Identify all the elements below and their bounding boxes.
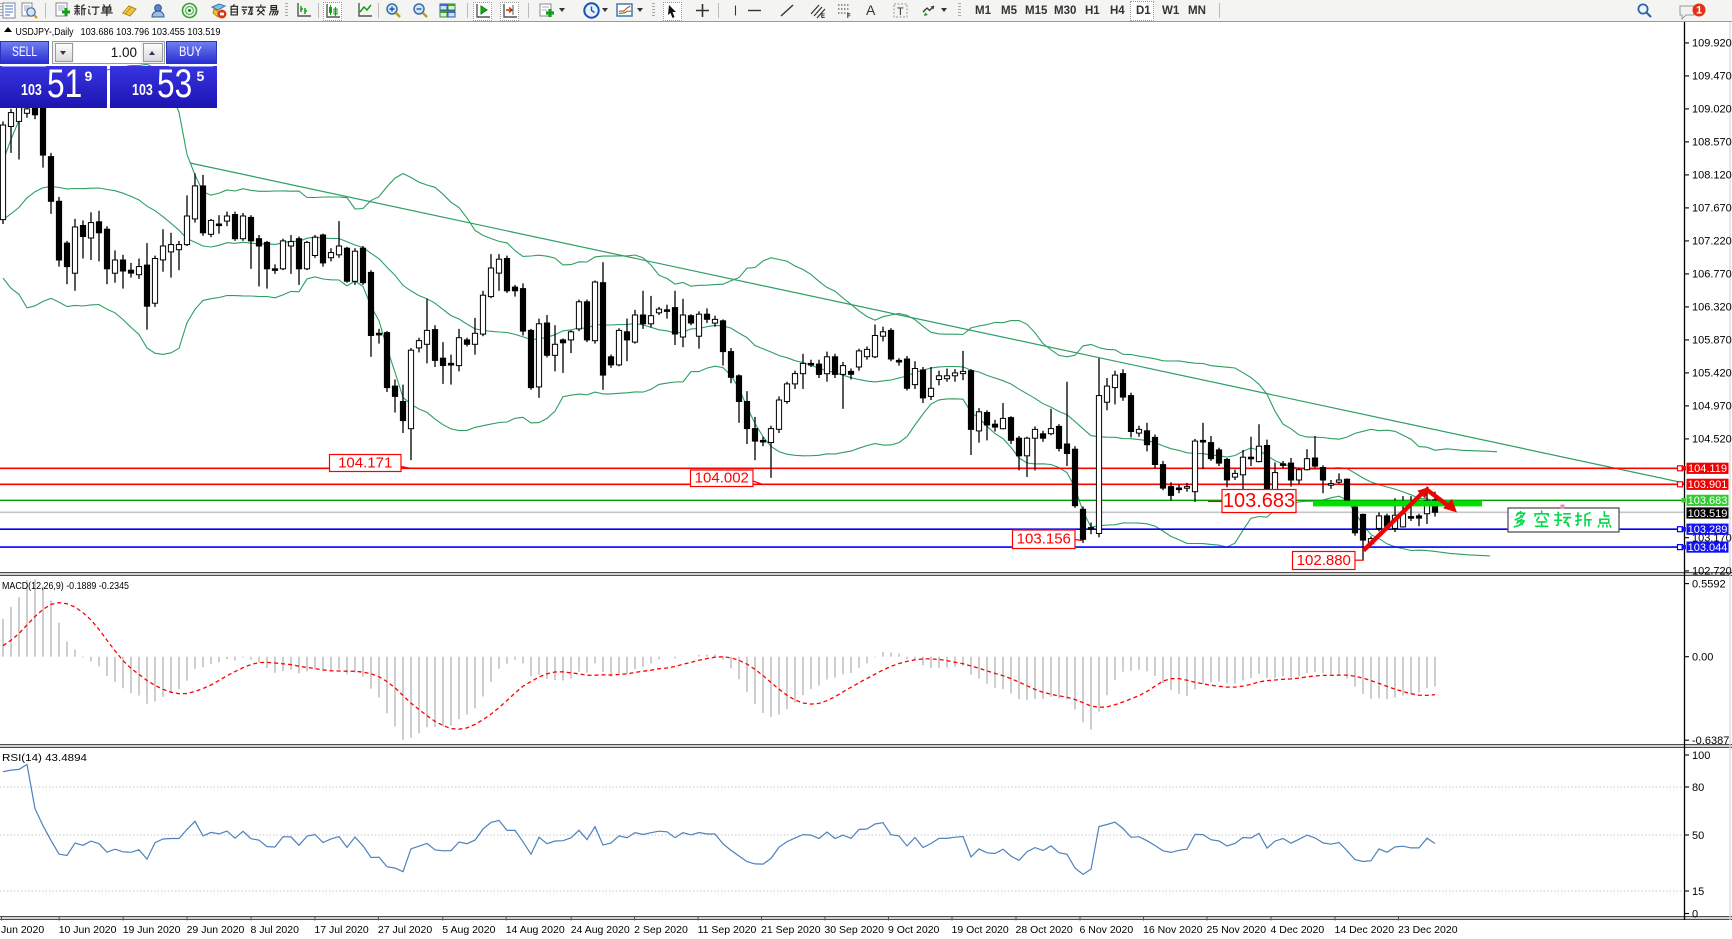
svg-text:T: T (897, 6, 904, 18)
svg-text:24 Aug 2020: 24 Aug 2020 (571, 924, 630, 936)
svg-text:100: 100 (1692, 750, 1710, 762)
svg-text:104.970: 104.970 (1692, 401, 1732, 413)
svg-text:107.220: 107.220 (1692, 236, 1732, 248)
svg-text:102.880: 102.880 (1297, 552, 1351, 569)
svg-text:21 Sep 2020: 21 Sep 2020 (761, 924, 821, 936)
svg-text:109.470: 109.470 (1692, 71, 1732, 83)
svg-text:25 Nov 2020: 25 Nov 2020 (1207, 924, 1267, 936)
svg-text:0: 0 (1692, 908, 1698, 920)
svg-text:28 Oct 2020: 28 Oct 2020 (1016, 924, 1073, 936)
svg-text:108.120: 108.120 (1692, 170, 1732, 182)
svg-text:9 Oct 2020: 9 Oct 2020 (888, 924, 940, 936)
svg-text:103.901: 103.901 (1688, 479, 1728, 491)
svg-text:103.683: 103.683 (1688, 495, 1728, 507)
svg-text:MACD(12,26,9) -0.1889 -0.2345: MACD(12,26,9) -0.1889 -0.2345 (2, 580, 129, 592)
svg-text:27 Jul 2020: 27 Jul 2020 (378, 924, 432, 936)
svg-text:30 Sep 2020: 30 Sep 2020 (824, 924, 884, 936)
svg-text:109.020: 109.020 (1692, 104, 1732, 116)
svg-text:104.171: 104.171 (338, 454, 392, 471)
svg-text:102.720: 102.720 (1692, 566, 1732, 578)
svg-text:10 Jun 2020: 10 Jun 2020 (59, 924, 117, 936)
svg-text:108.570: 108.570 (1692, 137, 1732, 149)
svg-text:103.156: 103.156 (1017, 531, 1071, 548)
svg-text:11 Sep 2020: 11 Sep 2020 (698, 924, 757, 936)
svg-text:107.670: 107.670 (1692, 203, 1732, 215)
svg-text:106.320: 106.320 (1692, 302, 1732, 314)
svg-text:0.5592: 0.5592 (1692, 578, 1726, 590)
svg-text:RSI(14) 43.4894: RSI(14) 43.4894 (2, 752, 87, 764)
svg-text:4 Dec 2020: 4 Dec 2020 (1271, 924, 1325, 936)
svg-text:14 Dec 2020: 14 Dec 2020 (1335, 924, 1395, 936)
svg-text:USDJPY-,Daily: USDJPY-,Daily (16, 26, 75, 38)
svg-text:15: 15 (1692, 886, 1704, 898)
svg-text:14 Aug 2020: 14 Aug 2020 (506, 924, 565, 936)
svg-text:29 Jun 2020: 29 Jun 2020 (187, 924, 245, 936)
svg-text:104.119: 104.119 (1688, 463, 1727, 475)
svg-text:0.00: 0.00 (1692, 652, 1713, 664)
svg-text:Jun 2020: Jun 2020 (1, 924, 44, 936)
svg-text:19 Jun 2020: 19 Jun 2020 (123, 924, 181, 936)
svg-text:103.044: 103.044 (1688, 542, 1728, 554)
svg-text:109.920: 109.920 (1692, 38, 1732, 50)
svg-text:104.002: 104.002 (695, 470, 749, 487)
svg-text:E: E (821, 14, 825, 19)
svg-text:5 Aug 2020: 5 Aug 2020 (442, 924, 495, 936)
svg-text:80: 80 (1692, 782, 1704, 794)
svg-text:23 Dec 2020: 23 Dec 2020 (1398, 924, 1458, 936)
svg-text:103.686 103.796 103.455 103.51: 103.686 103.796 103.455 103.519 (81, 26, 221, 38)
svg-text:8 Jul 2020: 8 Jul 2020 (251, 924, 300, 936)
svg-text:17 Jul 2020: 17 Jul 2020 (314, 924, 368, 936)
svg-text:105.870: 105.870 (1692, 335, 1732, 347)
svg-text:16 Nov 2020: 16 Nov 2020 (1143, 924, 1203, 936)
svg-text:2 Sep 2020: 2 Sep 2020 (634, 924, 688, 936)
svg-text:104.520: 104.520 (1692, 434, 1732, 446)
svg-text:106.770: 106.770 (1692, 269, 1732, 281)
svg-text:105.420: 105.420 (1692, 368, 1732, 380)
svg-text:103.683: 103.683 (1223, 490, 1295, 512)
svg-text:103.289: 103.289 (1688, 524, 1728, 536)
svg-text:103.519: 103.519 (1688, 508, 1728, 520)
svg-text:F: F (847, 14, 851, 19)
svg-text:-0.6387: -0.6387 (1692, 735, 1729, 747)
svg-text:1: 1 (1696, 5, 1702, 17)
svg-text:50: 50 (1692, 830, 1704, 842)
svg-text:6 Nov 2020: 6 Nov 2020 (1080, 924, 1134, 936)
svg-text:19 Oct 2020: 19 Oct 2020 (952, 924, 1009, 936)
